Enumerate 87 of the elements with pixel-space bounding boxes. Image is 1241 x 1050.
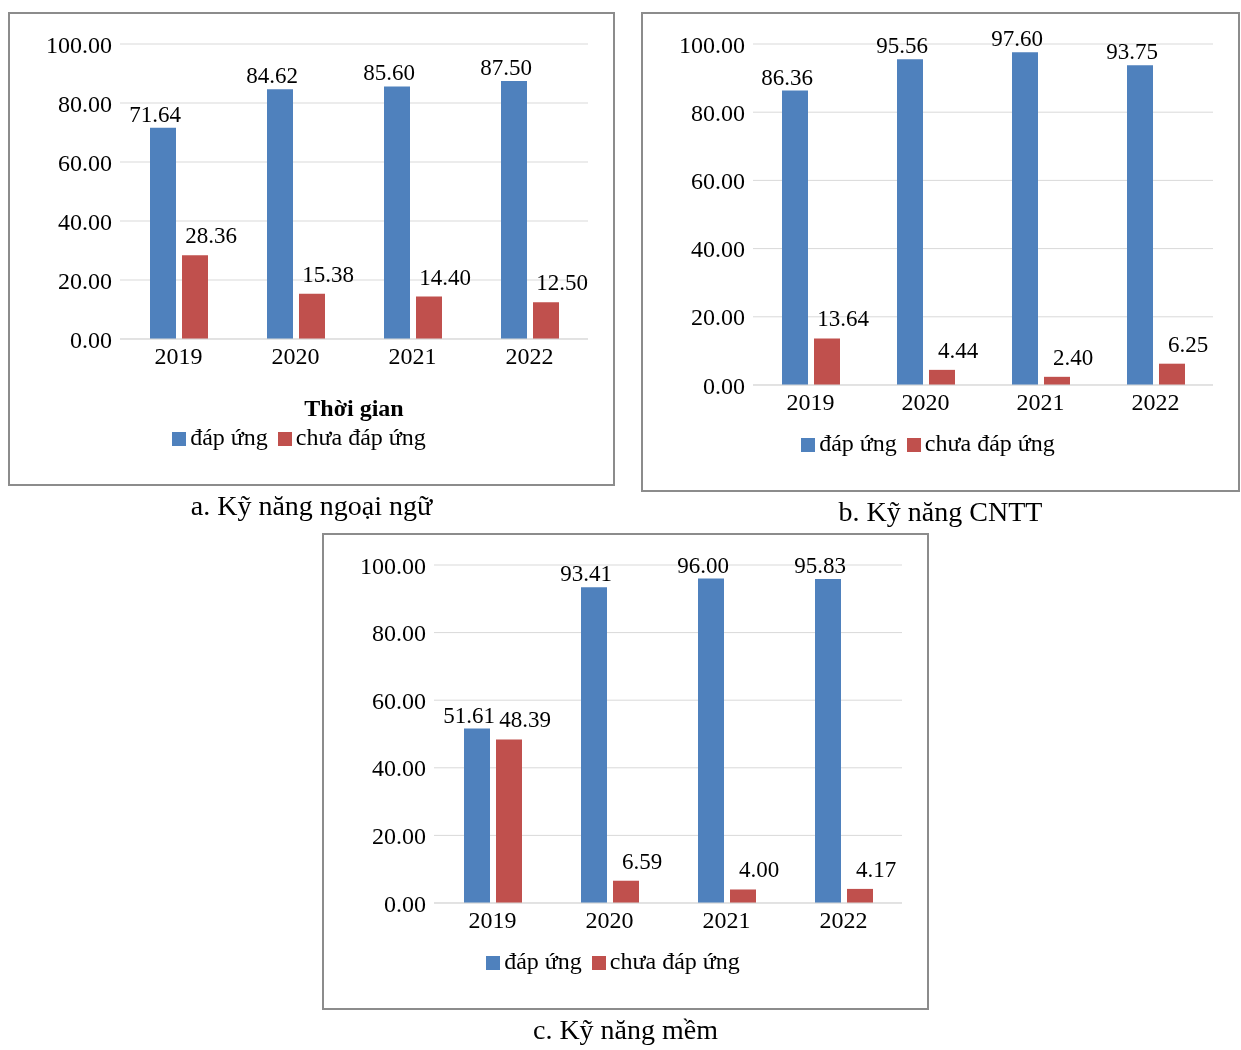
y-tick-label: 60.00 <box>691 167 745 194</box>
bar <box>267 89 293 339</box>
bar <box>416 296 442 339</box>
data-label: 4.17 <box>855 856 897 882</box>
bar <box>814 338 840 385</box>
data-label: 2.40 <box>1052 344 1094 370</box>
y-tick-label: 40.00 <box>691 236 745 263</box>
x-tick-label: 2022 <box>819 907 868 934</box>
data-label: 12.50 <box>536 270 588 296</box>
bar <box>384 86 410 339</box>
bar <box>1159 363 1185 385</box>
y-tick-label: 0.00 <box>70 326 112 353</box>
y-tick-label: 80.00 <box>691 99 745 126</box>
data-label: 86.36 <box>761 64 813 90</box>
y-tick-label: 40.00 <box>58 208 112 235</box>
y-tick-label: 20.00 <box>372 822 426 849</box>
x-tick-label: 2019 <box>786 389 835 416</box>
text: b. Kỹ năng CNTT <box>837 496 1044 528</box>
data-label: 87.50 <box>480 54 532 80</box>
data-label: 95.83 <box>794 553 846 579</box>
legend-label: đáp ứng <box>819 430 897 456</box>
data-label: 6.25 <box>1167 331 1209 357</box>
bar <box>698 578 724 903</box>
bar <box>496 739 522 903</box>
y-tick-label: 60.00 <box>58 149 112 176</box>
bar <box>929 369 955 385</box>
y-tick-label: 100.00 <box>679 31 745 58</box>
text: a. Kỹ năng ngoại ngữ <box>189 490 434 522</box>
bar <box>150 127 176 339</box>
data-label: 95.56 <box>876 33 928 59</box>
x-axis-title: Thời gian <box>304 395 404 421</box>
bar <box>533 302 559 339</box>
legend-label: chưa đáp ứng <box>924 430 1055 456</box>
x-tick-label: 2021 <box>1016 389 1065 416</box>
data-label: 93.75 <box>1106 39 1158 65</box>
x-tick-label: 2022 <box>505 343 554 370</box>
y-tick-label: 80.00 <box>58 90 112 117</box>
bar <box>613 880 639 903</box>
data-label: 84.62 <box>246 63 298 89</box>
x-tick-label: 2019 <box>468 907 517 934</box>
x-tick-label: 2020 <box>901 389 950 416</box>
text: c. Kỹ năng mềm <box>531 1014 720 1046</box>
legend-label: chưa đáp ứng <box>609 948 740 974</box>
y-tick-label: 20.00 <box>691 304 745 331</box>
data-label: 15.38 <box>302 261 354 287</box>
data-label: 4.44 <box>937 337 979 363</box>
bar <box>1127 65 1153 385</box>
y-tick-label: 100.00 <box>46 31 112 58</box>
y-tick-label: 20.00 <box>58 267 112 294</box>
data-label: 97.60 <box>991 26 1043 52</box>
bar <box>847 888 873 903</box>
data-label: 51.61 <box>443 702 495 728</box>
bar <box>464 728 490 903</box>
data-label: 6.59 <box>621 848 663 874</box>
data-label: 96.00 <box>677 552 729 578</box>
bar <box>299 293 325 339</box>
bar <box>897 59 923 385</box>
legend-label: đáp ứng <box>504 948 582 974</box>
data-label: 28.36 <box>185 223 237 249</box>
data-label: 4.00 <box>738 857 780 883</box>
x-tick-label: 2020 <box>585 907 634 934</box>
data-label: 71.64 <box>129 101 182 127</box>
x-tick-label: 2019 <box>154 343 203 370</box>
y-tick-label: 0.00 <box>703 372 745 399</box>
data-label: 93.41 <box>560 561 612 587</box>
x-tick-label: 2022 <box>1131 389 1180 416</box>
legend-label: đáp ứng <box>190 424 268 450</box>
bar <box>815 579 841 903</box>
x-tick-label: 2021 <box>702 907 751 934</box>
legend-label: chưa đáp ứng <box>295 424 426 450</box>
y-tick-label: 60.00 <box>372 687 426 714</box>
x-tick-label: 2020 <box>271 343 320 370</box>
y-tick-label: 0.00 <box>384 890 426 917</box>
bar <box>581 587 607 903</box>
y-tick-label: 40.00 <box>372 755 426 782</box>
data-label: 48.39 <box>499 707 551 733</box>
data-label: 13.64 <box>817 306 870 332</box>
y-tick-label: 80.00 <box>372 620 426 647</box>
y-tick-label: 100.00 <box>360 552 426 579</box>
bar <box>782 90 808 385</box>
data-label: 14.40 <box>419 264 471 290</box>
bar <box>730 889 756 903</box>
data-label: 85.60 <box>363 60 415 86</box>
bar <box>182 255 208 339</box>
x-tick-label: 2021 <box>388 343 437 370</box>
bar <box>1012 52 1038 385</box>
bar <box>501 80 527 339</box>
